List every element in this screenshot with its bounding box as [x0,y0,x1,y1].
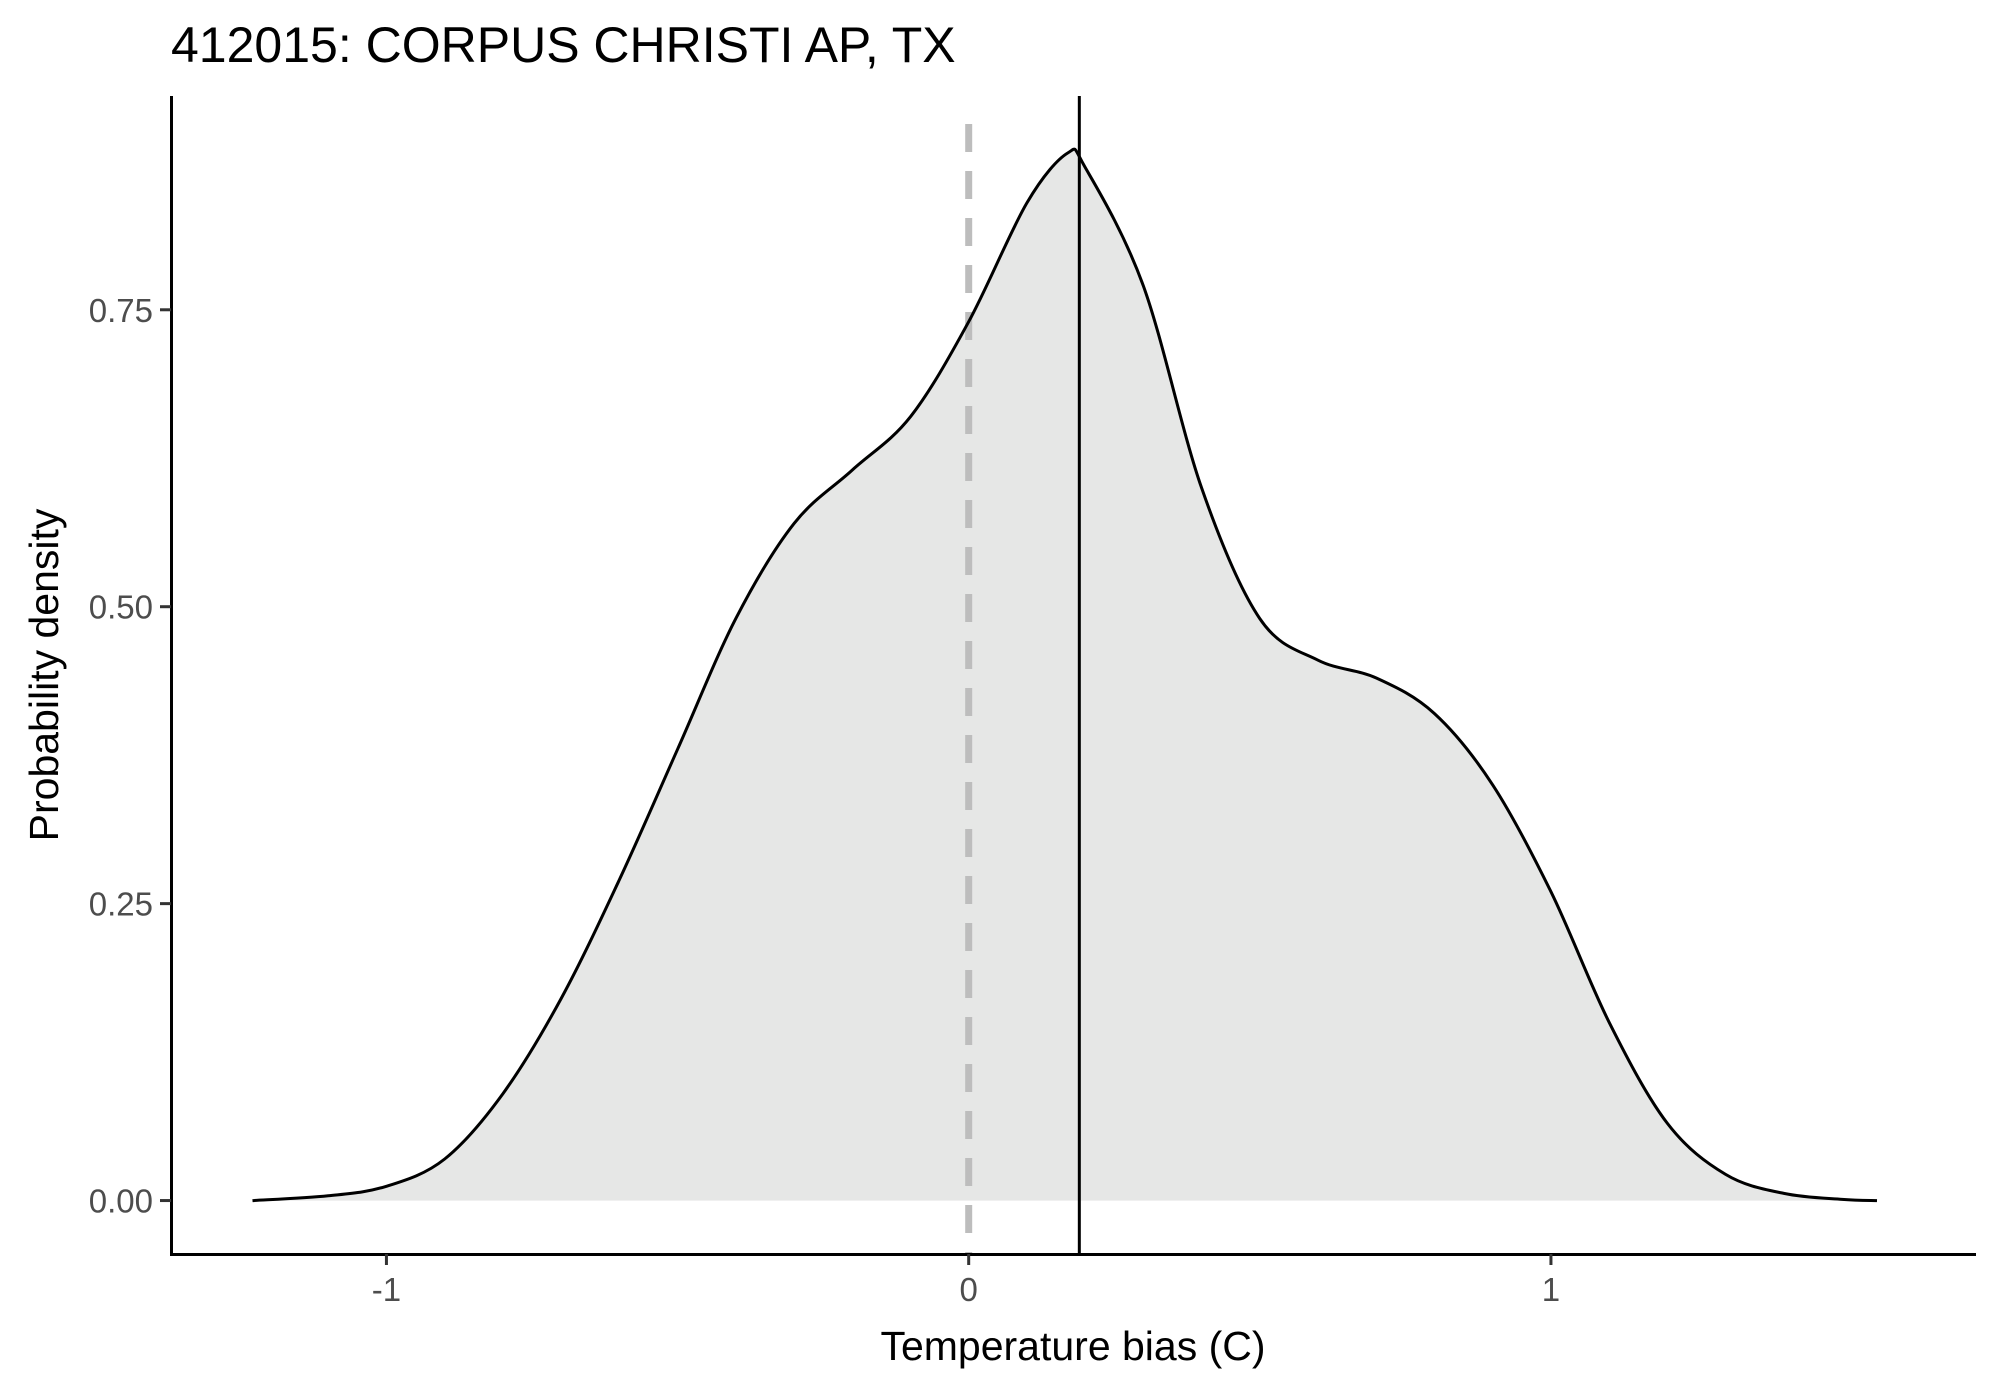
x-axis-ticks: -1 0 1 [372,1254,1560,1308]
x-tick-label: 0 [960,1271,978,1308]
plot-area [252,96,1878,1254]
density-area [252,149,1877,1201]
chart-title: 412015: CORPUS CHRISTI AP, TX [171,17,956,73]
y-tick-label: 0.50 [89,589,153,626]
y-tick-label: 0.00 [89,1183,153,1220]
x-axis-label: Temperature bias (C) [880,1323,1265,1369]
y-axis-ticks: 0.00 0.25 0.50 0.75 [89,292,171,1220]
density-curve [252,147,1878,1203]
y-tick-label: 0.75 [89,292,153,329]
x-tick-label: -1 [372,1271,401,1308]
y-tick-label: 0.25 [89,886,153,923]
x-tick-label: 1 [1542,1271,1560,1308]
y-axis-label: Probability density [21,508,67,841]
